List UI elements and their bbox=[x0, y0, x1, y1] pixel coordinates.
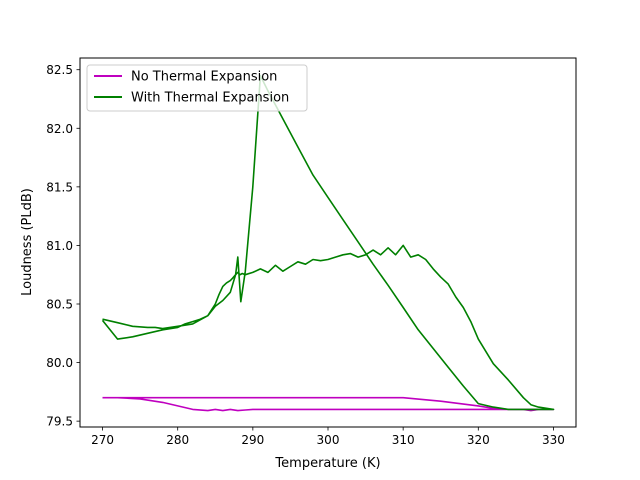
plot-area bbox=[80, 58, 576, 427]
x-tick-label: 290 bbox=[241, 433, 264, 447]
x-tick-label: 300 bbox=[317, 433, 340, 447]
y-tick-label: 82.5 bbox=[46, 63, 73, 77]
legend-label-with-thermal-expansion: With Thermal Expansion bbox=[131, 91, 289, 106]
x-tick-label: 270 bbox=[91, 433, 114, 447]
y-tick-label: 82.0 bbox=[46, 122, 73, 136]
y-tick-label: 81.0 bbox=[46, 239, 73, 253]
plot-frame bbox=[79, 57, 577, 428]
y-tick-label: 80.0 bbox=[46, 356, 73, 370]
x-tick-label: 320 bbox=[467, 433, 490, 447]
y-tick-label: 81.5 bbox=[46, 180, 73, 194]
y-axis-label: Loudness (PLdB) bbox=[20, 188, 35, 296]
legend-label-no-thermal-expansion: No Thermal Expansion bbox=[131, 70, 277, 85]
series-layer bbox=[101, 74, 555, 412]
x-tick-label: 330 bbox=[542, 433, 565, 447]
series-line-no-thermal-expansion bbox=[102, 396, 555, 412]
series-line-with-thermal-expansion bbox=[101, 74, 555, 411]
x-axis-label: Temperature (K) bbox=[274, 456, 380, 471]
y-axis-ticks: 79.5 80.0 80.5 81.0 81.5 82.0 82.5 bbox=[46, 63, 80, 429]
legend-box bbox=[86, 64, 308, 112]
legend: No Thermal Expansion With Thermal Expans… bbox=[86, 64, 308, 112]
y-tick-label: 80.5 bbox=[46, 298, 73, 312]
y-tick-label: 79.5 bbox=[46, 415, 73, 429]
x-tick-label: 280 bbox=[166, 433, 189, 447]
x-axis-ticks: 270 280 290 300 310 320 330 bbox=[91, 427, 565, 447]
x-tick-label: 310 bbox=[392, 433, 415, 447]
